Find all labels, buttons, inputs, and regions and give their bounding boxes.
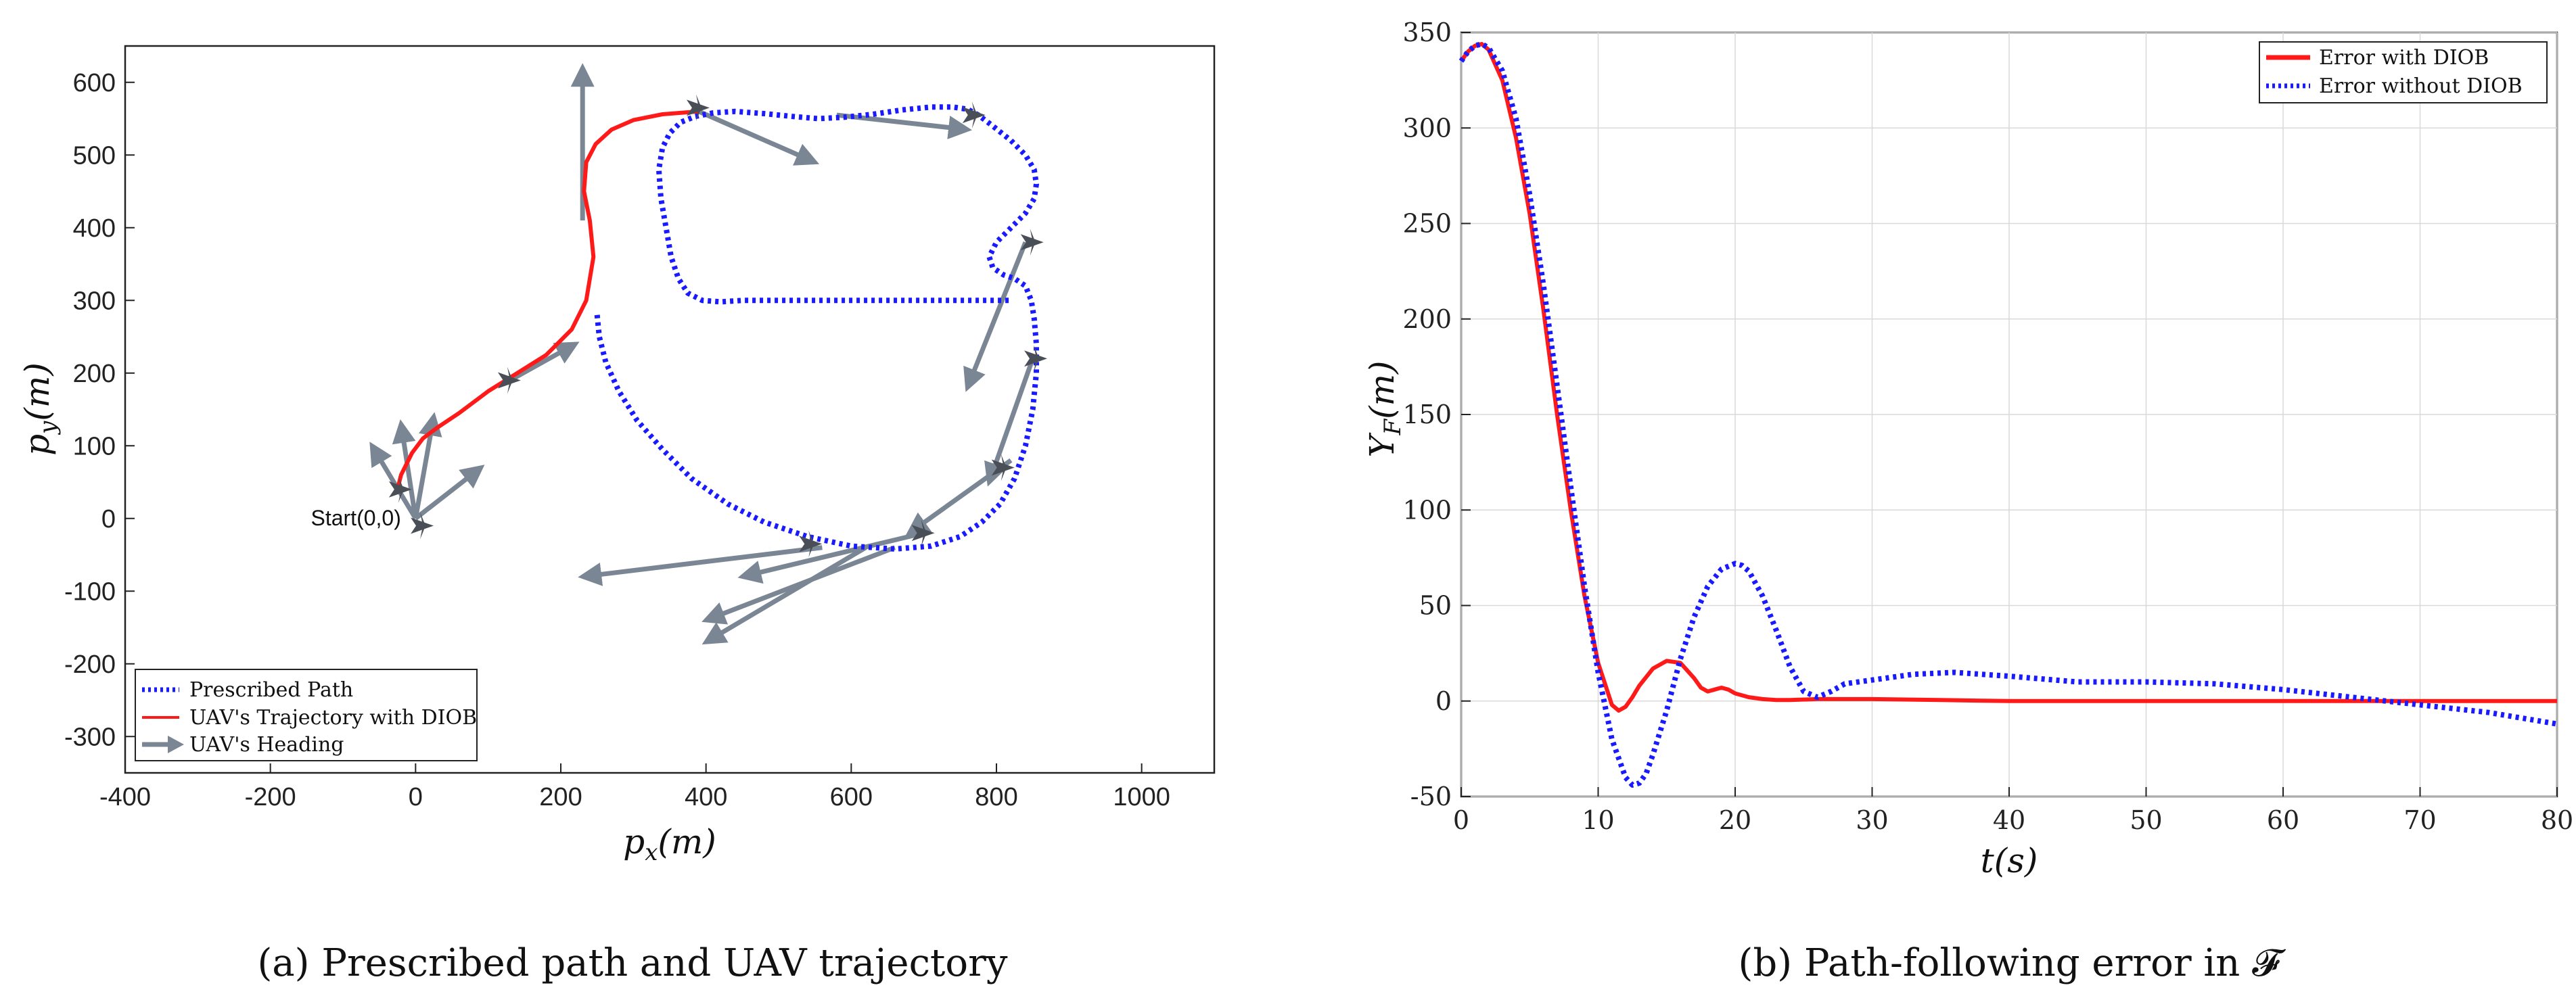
panel-a-legend-box xyxy=(135,669,478,761)
x-tick-label: 200 xyxy=(539,783,582,811)
heading-arrow xyxy=(392,419,418,519)
y-tick-label: 200 xyxy=(1402,304,1452,334)
y-tick-label: 100 xyxy=(73,432,116,460)
y-tick-label: 600 xyxy=(73,69,116,97)
legend-label-uav-trajectory: UAV's Trajectory with DIOB xyxy=(189,706,477,730)
panel-b: 0 10 20 30 40 50 60 70 80-5005010015020025030035… xyxy=(1362,18,2573,985)
legend-arrowhead-icon xyxy=(168,736,184,753)
y-tick-label: -100 xyxy=(64,577,116,606)
panel-a-legend: Prescribed Path UAV's Trajectory with DI… xyxy=(135,669,478,761)
heading-arrow xyxy=(702,545,867,645)
uav-icon xyxy=(497,366,521,394)
uav-icon xyxy=(388,475,412,503)
heading-arrow xyxy=(697,109,820,166)
y-tick-label: 50 xyxy=(1419,591,1452,621)
panel-a-axes-box xyxy=(124,45,1216,774)
x-tick-label: 20 xyxy=(1719,805,1751,835)
y-tick-label: 0 xyxy=(1435,686,1452,716)
x-tick-label: 400 xyxy=(685,783,727,811)
panel-b-grid xyxy=(1460,32,2558,797)
heading-arrow xyxy=(509,341,580,383)
x-tick-label: 1000 xyxy=(1113,783,1170,811)
x-tick-label: 10 xyxy=(1582,805,1614,835)
heading-arrow xyxy=(963,241,1028,392)
y-tick-label: 0 xyxy=(101,505,116,533)
uav-icon xyxy=(1020,229,1044,256)
panel-b-caption: (b) Path-following error in 𝓕 xyxy=(1739,941,2287,985)
heading-arrow xyxy=(369,442,418,520)
y-tick-label: 200 xyxy=(73,360,116,388)
panel-b-ylabel: YF(m) xyxy=(1362,360,1406,457)
series-line-0 xyxy=(1459,42,2557,713)
legend-label-uav-heading: UAV's Heading xyxy=(189,733,344,757)
y-tick-label: 300 xyxy=(1402,113,1452,143)
x-tick-label: 60 xyxy=(2267,805,2299,835)
uav-icon xyxy=(799,530,823,558)
panel-a-uav-markers xyxy=(388,94,1048,558)
x-tick-label: -200 xyxy=(245,783,296,811)
x-tick-label: 800 xyxy=(975,783,1017,811)
uav-icon xyxy=(962,101,986,129)
x-tick-label: 80 xyxy=(2541,805,2573,835)
panel-a-series xyxy=(395,104,1039,552)
panel-a-heading-arrows xyxy=(369,63,1035,645)
panel-b-legend-box xyxy=(2259,41,2548,103)
y-tick-label: 350 xyxy=(1402,18,1452,47)
x-tick-label: 600 xyxy=(830,783,873,811)
legend-label-without-diob: Error without DIOB xyxy=(2319,74,2523,98)
legend-label-prescribed-path: Prescribed Path xyxy=(189,678,353,702)
y-tick-label: 100 xyxy=(1402,495,1452,525)
panel-b-ticks: 0 10 20 30 40 50 60 70 80-5005010015020025030035… xyxy=(1402,18,2573,835)
panel-b-series xyxy=(1458,41,2558,788)
heading-arrow xyxy=(737,530,925,584)
y-tick-label: -50 xyxy=(1410,782,1452,811)
y-tick-label: -300 xyxy=(64,723,116,751)
x-tick-label: 40 xyxy=(1993,805,2025,835)
y-tick-label: 150 xyxy=(1402,400,1452,429)
heading-arrow xyxy=(578,545,823,586)
x-tick-label: 30 xyxy=(1856,805,1888,835)
series-line-1 xyxy=(1458,41,2558,788)
uav-icon xyxy=(686,94,710,122)
y-tick-label: 250 xyxy=(1402,209,1452,239)
start-annotation: Start(0,0) xyxy=(310,506,400,530)
x-tick-label: 70 xyxy=(2404,805,2436,835)
series-line-1 xyxy=(395,109,699,490)
uav-icon xyxy=(911,519,935,547)
uav-icon xyxy=(1024,345,1048,373)
x-tick-label: -400 xyxy=(99,783,151,811)
uav-icon xyxy=(991,454,1015,481)
panel-a-ylabel: py(m) xyxy=(18,362,62,456)
panel-a-caption: (a) Prescribed path and UAV trajectory xyxy=(257,941,1007,985)
panel-a-xlabel: px(m) xyxy=(623,822,716,866)
x-tick-label: 50 xyxy=(2130,805,2162,835)
panel-a-ticks: -400 -200 0 200 400 600 800 1000 -300 -200 -100 0 10… xyxy=(64,69,1170,811)
heading-arrow xyxy=(414,465,485,521)
panel-b-legend: Error with DIOB Error without DIOB xyxy=(2259,41,2548,103)
uav-icon xyxy=(411,512,434,540)
panel-b-xlabel: t(s) xyxy=(1981,841,2038,880)
y-tick-label: 500 xyxy=(73,141,116,170)
x-tick-label: 0 xyxy=(409,783,423,811)
y-tick-label: 300 xyxy=(73,287,116,315)
legend-label-with-diob: Error with DIOB xyxy=(2319,46,2489,70)
x-tick-label: 0 xyxy=(1453,805,1469,835)
y-tick-label: 400 xyxy=(73,214,116,243)
y-tick-label: -200 xyxy=(64,650,116,679)
panel-a: -400 -200 0 200 400 600 800 1000 -300 -200 -100 0 10… xyxy=(18,45,1216,985)
